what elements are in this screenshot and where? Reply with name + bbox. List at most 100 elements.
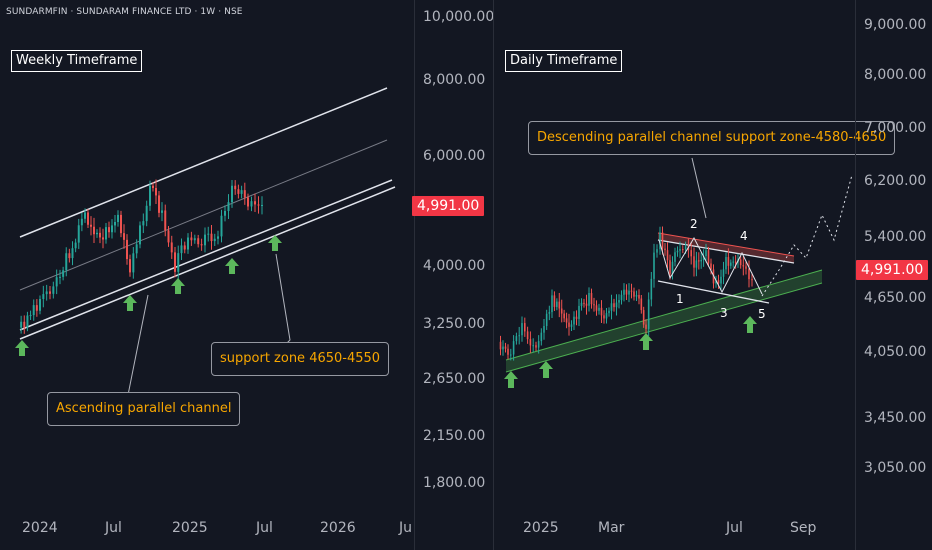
descending-channel-lower[interactable] [657, 280, 770, 304]
candle-body [65, 253, 68, 271]
candle-body [504, 346, 507, 349]
candle-body [187, 237, 189, 250]
candle-body [234, 185, 237, 190]
weekly-timeframe-label: Weekly Timeframe [11, 50, 143, 72]
candle-body [250, 201, 253, 207]
candle-body [578, 305, 580, 319]
resistance-line[interactable] [657, 232, 795, 257]
candle-body [650, 278, 653, 300]
pane-divider[interactable] [414, 0, 415, 550]
candle-body [588, 293, 590, 306]
candle-body [240, 190, 243, 194]
candle-body [210, 233, 213, 242]
candle-body [132, 253, 135, 273]
support-channel-upper[interactable] [505, 269, 823, 361]
descending-channel-callout[interactable]: Descending parallel channel support zone… [528, 121, 896, 155]
price-axis-label: 10,000.00 [423, 9, 495, 25]
support-zone-callout[interactable]: support zone 4650-4550 [211, 342, 390, 376]
candle-body [580, 302, 583, 306]
candle-body [155, 188, 157, 196]
time-axis-label: Jul [105, 520, 122, 536]
candle-body [707, 250, 710, 264]
candle-body [129, 259, 131, 273]
time-axis-label: Sep [790, 520, 817, 536]
candle-body [734, 261, 737, 263]
candle-body [261, 205, 263, 206]
weekly-chart-canvas[interactable] [0, 0, 414, 550]
candle-body [529, 339, 532, 346]
candle-body [193, 238, 196, 241]
wave-label: 5 [758, 307, 766, 321]
candle-body [551, 295, 553, 313]
candle-body [35, 305, 38, 311]
candle-body [204, 234, 206, 246]
candle-body [532, 345, 534, 347]
price-axis-label: 8,000.00 [423, 72, 486, 88]
candle-body [145, 205, 148, 222]
candle-body [29, 315, 32, 317]
support-channel-band[interactable] [506, 270, 822, 372]
candle-body [62, 270, 65, 277]
candle-body [535, 345, 537, 348]
candle-body [635, 294, 638, 297]
candle-body [556, 301, 558, 307]
channel-lower-line-1[interactable] [19, 179, 393, 331]
candle-body [526, 331, 529, 340]
support-channel-lower[interactable] [505, 282, 823, 373]
candle-body [59, 276, 61, 278]
candle-body [521, 323, 523, 336]
candle-body [74, 242, 77, 249]
channel-lower-line-2[interactable] [19, 186, 396, 340]
candle-body [695, 260, 698, 268]
channel-upper-line[interactable] [19, 87, 388, 238]
candle-body [647, 299, 650, 329]
candle-body [114, 221, 116, 226]
pane-divider[interactable] [493, 0, 494, 550]
candle-body [653, 252, 655, 279]
price-axis-label: 3,450.00 [864, 410, 927, 426]
candle-body [640, 298, 643, 311]
candle-body [220, 215, 223, 237]
candle-body [645, 324, 647, 329]
candle-body [671, 261, 674, 274]
candle-body [725, 257, 727, 270]
price-axis-label: 6,200.00 [864, 173, 927, 189]
daily-chart-canvas[interactable] [494, 0, 932, 550]
candle-body [68, 253, 71, 259]
weekly-chart-pane[interactable]: SUNDARMFIN · SUNDARAM FINANCE LTD · 1W ·… [0, 0, 414, 550]
candle-body [610, 303, 613, 311]
ascending-channel-callout[interactable]: Ascending parallel channel [47, 392, 241, 426]
pane-divider[interactable] [855, 0, 856, 550]
candle-body [717, 280, 720, 284]
candle-body [568, 322, 570, 327]
arrow-up-icon [123, 295, 137, 311]
candle-body [102, 237, 104, 240]
candle-body [563, 313, 565, 319]
candle-body [42, 294, 45, 300]
candle-body [633, 291, 635, 297]
candle-body [742, 265, 745, 267]
candle-body [540, 332, 543, 342]
wave-label: 1 [676, 292, 684, 306]
candle-body [87, 212, 89, 225]
weekly-price-axis[interactable]: 10,000.00 8,000.00 6,000.00 4,000.00 3,2… [412, 0, 495, 510]
candle-body [45, 291, 48, 295]
channel-mid-line[interactable] [19, 139, 388, 291]
daily-candles [499, 226, 753, 361]
candle-body [630, 290, 633, 292]
candle-body [49, 291, 51, 294]
candle-body [537, 341, 540, 348]
candle-body [661, 232, 664, 249]
candle-body [224, 210, 226, 216]
candle-body [745, 266, 747, 269]
arrow-up-icon [268, 235, 282, 251]
descending-channel-upper[interactable] [657, 239, 795, 264]
candle-body [573, 316, 575, 325]
candle-body [126, 239, 128, 260]
candle-body [80, 218, 83, 226]
candle-body [257, 204, 260, 206]
daily-price-axis[interactable]: 9,000.00 8,000.00 7,000.00 6,200.00 5,40… [856, 0, 932, 510]
price-axis-label: 5,400.00 [864, 229, 927, 245]
wave-label: 3 [720, 306, 728, 320]
candle-body [237, 189, 240, 194]
